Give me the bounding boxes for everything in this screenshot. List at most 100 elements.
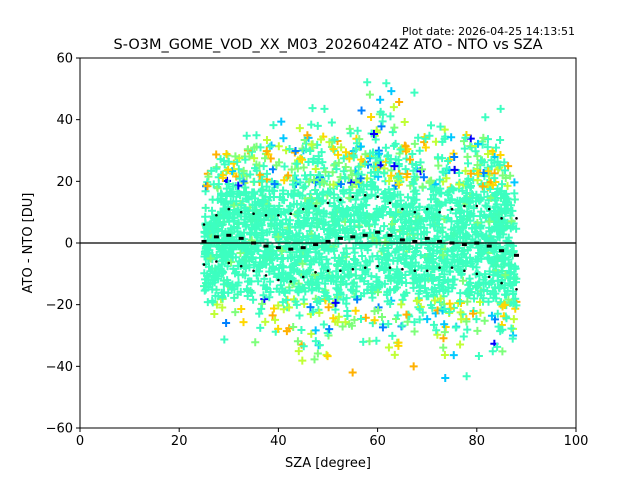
scatter-point (382, 79, 391, 88)
scatter-point (455, 180, 464, 189)
scatter-point (480, 158, 489, 167)
scatter-point (483, 286, 492, 295)
scatter-point (276, 261, 285, 270)
scatter-point (337, 143, 346, 152)
scatter-point (291, 222, 300, 231)
scatter-point (223, 262, 232, 271)
scatter-point (254, 277, 263, 286)
scatter-point (313, 209, 322, 218)
scatter-point (351, 202, 360, 211)
scatter-point (462, 317, 471, 326)
chart-title: S-O3M_GOME_VOD_XX_M03_20260424Z ATO - NT… (113, 37, 542, 53)
scatter-point (457, 215, 466, 224)
scatter-point (508, 206, 517, 215)
scatter-point (440, 270, 449, 279)
scatter-point (293, 286, 302, 295)
scatter-point (250, 143, 259, 152)
scatter-point (223, 151, 232, 160)
sigma-point (326, 201, 330, 205)
sigma-point (487, 207, 491, 211)
scatter-point (310, 176, 319, 185)
scatter-point (235, 174, 244, 183)
scatter-point (351, 230, 360, 239)
scatter-point (455, 168, 464, 177)
scatter-point (382, 290, 391, 299)
scatter-point (456, 340, 465, 349)
scatter-point (218, 268, 227, 277)
scatter-point (334, 158, 343, 167)
scatter-point (366, 177, 375, 186)
scatter-point (286, 201, 295, 210)
scatter-point (272, 227, 281, 236)
scatter-point (504, 162, 513, 171)
scatter-point (492, 143, 501, 152)
scatter-point (401, 271, 410, 280)
scatter-point (278, 219, 287, 228)
scatter-point (265, 255, 274, 264)
scatter-point (415, 315, 424, 324)
scatter-point (363, 258, 372, 267)
mean-point (486, 244, 492, 248)
sigma-point (450, 266, 454, 269)
scatter-point (510, 195, 519, 204)
scatter-point (348, 368, 357, 377)
scatter-point (512, 301, 521, 310)
scatter-point (351, 306, 360, 315)
scatter-point (341, 163, 350, 172)
scatter-point (378, 117, 387, 126)
scatter-point (277, 246, 286, 255)
mean-point (313, 243, 319, 247)
scatter-point (479, 278, 488, 287)
mean-point (449, 241, 455, 245)
scatter-point (289, 323, 298, 332)
scatter-point (332, 267, 341, 276)
scatter-point (247, 250, 256, 259)
scatter-point (494, 253, 503, 262)
scatter-point (502, 269, 511, 278)
scatter-point (424, 203, 433, 212)
scatter-point (469, 309, 478, 318)
scatter-point (400, 209, 409, 218)
scatter-point (461, 220, 470, 229)
scatter-point (454, 262, 463, 271)
scatter-point (507, 217, 516, 226)
sigma-point (215, 260, 218, 263)
scatter-point (493, 342, 502, 351)
scatter-point (479, 294, 488, 303)
scatter-point (370, 307, 379, 316)
scatter-point (303, 131, 312, 140)
scatter-point (237, 305, 246, 314)
scatter-point (473, 218, 482, 227)
scatter-point (403, 317, 412, 326)
scatter-point (349, 244, 358, 253)
mean-point (461, 243, 467, 247)
scatter-point (312, 254, 321, 263)
scatter-point (480, 233, 489, 242)
scatter-point (370, 316, 379, 325)
scatter-point (322, 350, 331, 359)
scatter-point (339, 211, 348, 220)
scatter-point (415, 305, 424, 314)
scatter-point (468, 262, 477, 271)
scatter-point (369, 130, 378, 139)
scatter-point (213, 195, 222, 204)
scatter-point (324, 226, 333, 235)
scatter-point (367, 113, 376, 122)
scatter-point (440, 305, 449, 314)
scatter-point (206, 254, 215, 263)
scatter-point (416, 158, 425, 167)
sigma-point (351, 267, 355, 271)
scatter-point (255, 309, 264, 318)
scatter-point (463, 325, 472, 334)
scatter-point (233, 290, 242, 299)
scatter-point (476, 195, 485, 204)
scatter-point (470, 294, 479, 303)
scatter-point (410, 327, 419, 336)
scatter-point (357, 211, 366, 220)
scatter-point (356, 174, 365, 183)
scatter-point (506, 281, 515, 290)
scatter-point (285, 286, 294, 295)
scatter-point (219, 276, 228, 285)
scatter-point (229, 182, 238, 191)
scatter-point (490, 174, 499, 183)
